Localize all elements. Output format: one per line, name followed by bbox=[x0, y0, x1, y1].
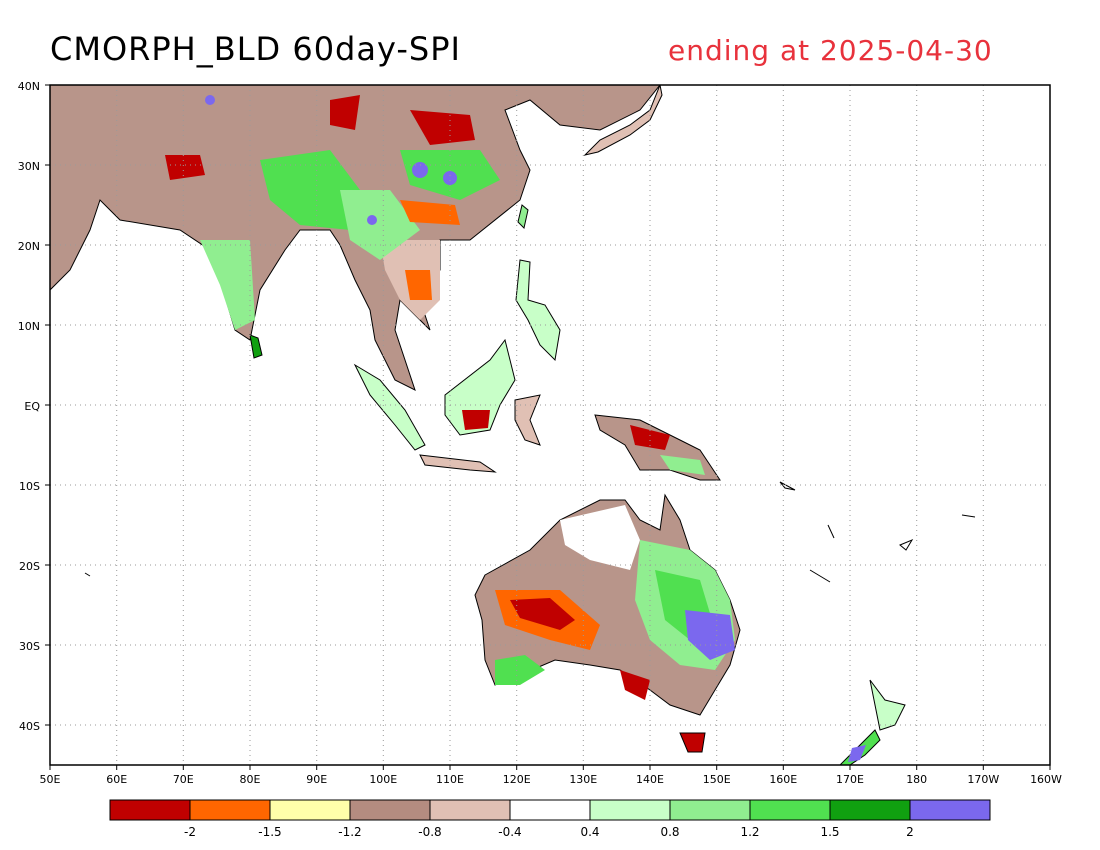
colorbar-label: 1.5 bbox=[820, 825, 839, 839]
lon-label: 170E bbox=[836, 773, 864, 786]
extreme-wet-spot bbox=[367, 215, 377, 225]
asia-dry-patch bbox=[400, 200, 460, 225]
colorbar-label: -1.2 bbox=[338, 825, 361, 839]
lat-label: 10S bbox=[19, 480, 40, 493]
colorbar-swatch bbox=[909, 799, 991, 821]
ending-date-label: ending at 2025-04-30 bbox=[668, 34, 993, 67]
colorbar-swatch bbox=[589, 799, 671, 821]
asia-dry-patch bbox=[330, 95, 360, 130]
colorbar bbox=[109, 799, 991, 821]
colorbar-swatch bbox=[669, 799, 751, 821]
colorbar-swatch bbox=[429, 799, 511, 821]
lon-ticks bbox=[49, 765, 1051, 770]
australia-wet-patch bbox=[495, 655, 545, 685]
newzealand-extreme-wet bbox=[848, 745, 866, 762]
australia-dry-patch bbox=[620, 670, 650, 700]
colorbar-label: 0.4 bbox=[580, 825, 599, 839]
colorbar-label: 1.2 bbox=[740, 825, 759, 839]
colorbar-swatch bbox=[349, 799, 431, 821]
java-landmass bbox=[419, 454, 497, 473]
lon-label: 180 bbox=[906, 773, 927, 786]
colorbar-label: -2 bbox=[184, 825, 196, 839]
lat-label: 20S bbox=[19, 560, 40, 573]
asia-dry-patch bbox=[165, 155, 205, 180]
lon-label: 130E bbox=[569, 773, 597, 786]
lat-label: EQ bbox=[24, 400, 40, 413]
taiwan-landmass bbox=[517, 204, 529, 229]
newguinea-dry-patch bbox=[630, 425, 670, 450]
pacific-island bbox=[84, 572, 91, 577]
map-title: CMORPH_BLD 60day-SPI bbox=[50, 30, 461, 68]
asia-dry-patch bbox=[405, 270, 432, 300]
colorbar-label: 0.8 bbox=[660, 825, 679, 839]
lon-label: 60E bbox=[106, 773, 127, 786]
lon-label: 160W bbox=[1030, 773, 1062, 786]
extreme-wet-spot bbox=[205, 95, 215, 105]
colorbar-label: -0.8 bbox=[418, 825, 441, 839]
pacific-island bbox=[899, 538, 914, 551]
colorbar-swatch bbox=[269, 799, 351, 821]
asia-dry-patch bbox=[410, 110, 475, 145]
pacific-island bbox=[779, 481, 796, 491]
pacific-island bbox=[961, 514, 976, 518]
australia-neutral-patch bbox=[560, 505, 640, 570]
asia-wet-patch bbox=[200, 240, 255, 330]
pacific-island bbox=[827, 524, 835, 539]
australia-dry-patch bbox=[510, 598, 575, 630]
lon-label: 150E bbox=[703, 773, 731, 786]
asia-wet-patch bbox=[260, 150, 360, 230]
pacific-island bbox=[809, 569, 831, 583]
colorbar-swatch bbox=[509, 799, 591, 821]
grid-lines bbox=[50, 85, 1050, 765]
lat-label: 40S bbox=[19, 720, 40, 733]
lon-label: 160E bbox=[769, 773, 797, 786]
lat-label: 10N bbox=[18, 320, 40, 333]
colorbar-swatch bbox=[189, 799, 271, 821]
asia-wet-patch bbox=[340, 190, 420, 260]
lon-label: 120E bbox=[503, 773, 531, 786]
colorbar-label: -1.5 bbox=[258, 825, 281, 839]
lon-label: 110E bbox=[436, 773, 464, 786]
japan-landmass bbox=[583, 85, 663, 156]
lon-label: 170W bbox=[967, 773, 999, 786]
map-frame bbox=[49, 84, 1051, 766]
lat-label-group: 40N 30N 20N 10N EQ 10S 20S 30S 40S bbox=[18, 80, 41, 733]
lon-label-group: 50E 60E 70E 80E 90E 100E 110E 120E 130E … bbox=[40, 773, 1063, 786]
extreme-wet-spot bbox=[443, 171, 457, 185]
sumatra-landmass bbox=[353, 363, 426, 451]
australia-extreme-wet bbox=[685, 610, 735, 660]
colorbar-swatch bbox=[749, 799, 831, 821]
lon-label: 50E bbox=[40, 773, 61, 786]
lat-label: 40N bbox=[18, 80, 40, 93]
lat-label: 20N bbox=[18, 240, 40, 253]
lat-ticks bbox=[45, 84, 50, 726]
lon-label: 80E bbox=[240, 773, 261, 786]
tasmania-landmass bbox=[679, 732, 706, 753]
lon-label: 100E bbox=[369, 773, 397, 786]
borneo-dry-patch bbox=[462, 410, 490, 430]
newzealand-landmass bbox=[869, 679, 906, 731]
colorbar-label-group: -2 -1.5 -1.2 -0.8 -0.4 0.4 0.8 1.2 1.5 2 bbox=[184, 825, 914, 839]
lat-label: 30N bbox=[18, 160, 40, 173]
colorbar-label: 2 bbox=[906, 825, 914, 839]
newguinea-wet-patch bbox=[660, 455, 705, 475]
colorbar-label: -0.4 bbox=[498, 825, 521, 839]
colorbar-swatch bbox=[829, 799, 911, 821]
lat-label: 30S bbox=[19, 640, 40, 653]
srilanka-landmass bbox=[249, 334, 263, 359]
land-layer bbox=[50, 85, 976, 765]
philippines-landmass bbox=[515, 259, 561, 362]
colorbar-swatch bbox=[109, 799, 191, 821]
sulawesi-landmass bbox=[514, 394, 541, 446]
extreme-wet-spot bbox=[412, 162, 428, 178]
lon-label: 140E bbox=[636, 773, 664, 786]
lon-label: 90E bbox=[306, 773, 327, 786]
lon-label: 70E bbox=[173, 773, 194, 786]
